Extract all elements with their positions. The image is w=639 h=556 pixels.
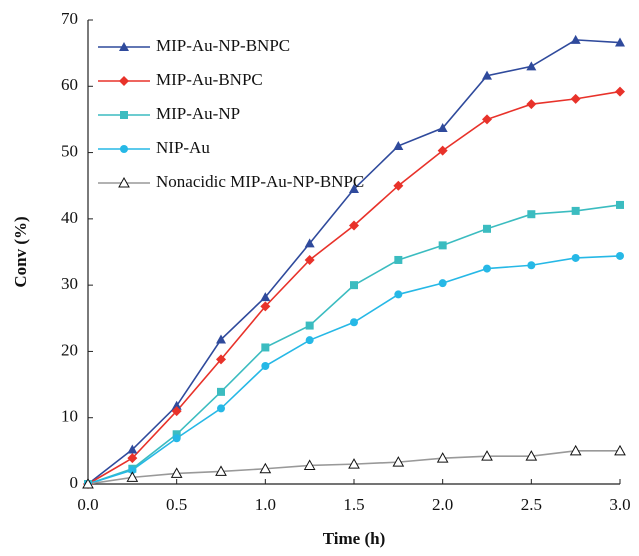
marker	[82, 477, 94, 489]
marker	[259, 462, 272, 474]
marker	[171, 400, 182, 410]
marker	[215, 465, 227, 476]
legend-marker	[120, 145, 128, 153]
marker	[616, 251, 624, 260]
marker	[348, 458, 360, 469]
marker	[527, 261, 536, 270]
legend-label: MIP-Au-NP	[156, 104, 240, 123]
marker	[260, 292, 271, 302]
marker	[483, 224, 491, 233]
y-tick-label: 50	[61, 141, 78, 160]
legend-marker	[118, 176, 130, 188]
marker	[615, 86, 625, 97]
y-tick-label: 40	[61, 208, 78, 227]
marker	[349, 184, 359, 194]
marker	[128, 466, 137, 475]
marker	[614, 444, 626, 456]
x-tick-label: 1.0	[255, 495, 276, 514]
marker	[483, 264, 491, 273]
marker	[616, 200, 624, 209]
marker	[127, 444, 138, 454]
marker	[527, 210, 536, 219]
series-line	[87, 255, 621, 485]
marker	[261, 362, 270, 371]
marker	[436, 452, 449, 463]
marker	[304, 238, 315, 248]
marker	[305, 336, 314, 345]
legend-label: MIP-Au-NP-BNPC	[156, 36, 290, 55]
y-tick-label: 10	[61, 407, 78, 426]
marker	[437, 123, 448, 133]
legend-label: MIP-Au-BNPC	[156, 70, 263, 89]
legend-marker	[120, 111, 128, 119]
x-tick-label: 0.5	[166, 495, 187, 514]
marker	[350, 281, 358, 290]
legend-marker	[119, 42, 129, 51]
marker	[217, 404, 225, 413]
marker	[303, 459, 316, 470]
marker	[482, 114, 492, 125]
marker	[126, 471, 139, 482]
y-tick-label: 70	[61, 9, 78, 28]
y-tick-label: 30	[61, 274, 78, 293]
x-tick-label: 0.0	[77, 495, 98, 514]
x-tick-label: 3.0	[609, 495, 630, 514]
marker	[438, 241, 447, 250]
marker	[392, 456, 405, 467]
marker	[261, 343, 270, 352]
marker	[127, 453, 138, 464]
x-tick-label: 2.0	[432, 495, 453, 514]
marker	[570, 93, 581, 104]
marker	[571, 253, 580, 262]
y-tick-label: 60	[61, 75, 78, 94]
marker	[437, 145, 448, 156]
marker	[349, 220, 359, 231]
marker	[438, 279, 447, 288]
marker	[526, 61, 537, 71]
marker	[172, 434, 181, 443]
y-axis-title: Conv (%)	[11, 216, 30, 287]
marker	[217, 387, 225, 396]
legend-label: Nonacidic MIP-Au-NP-BNPC	[156, 172, 364, 191]
marker	[569, 444, 582, 456]
marker	[350, 318, 358, 327]
y-tick-label: 0	[70, 473, 79, 492]
x-axis-title: Time (h)	[323, 529, 386, 548]
marker	[216, 334, 226, 344]
series-line	[87, 204, 621, 485]
marker	[393, 140, 404, 150]
y-tick-label: 20	[61, 340, 78, 359]
marker	[482, 70, 492, 80]
marker	[171, 406, 182, 417]
legend-marker	[119, 76, 129, 86]
marker	[216, 354, 226, 365]
marker	[393, 180, 404, 191]
marker	[526, 99, 537, 110]
x-tick-label: 1.5	[343, 495, 364, 514]
marker	[394, 290, 403, 299]
marker	[615, 37, 625, 47]
marker	[394, 255, 403, 264]
marker	[571, 206, 580, 215]
marker	[304, 254, 315, 265]
legend-label: NIP-Au	[156, 138, 210, 157]
marker	[481, 450, 493, 461]
marker	[260, 301, 271, 312]
x-tick-label: 2.5	[521, 495, 542, 514]
marker	[570, 34, 581, 44]
marker	[170, 467, 183, 478]
marker	[305, 321, 314, 330]
marker	[525, 450, 538, 461]
